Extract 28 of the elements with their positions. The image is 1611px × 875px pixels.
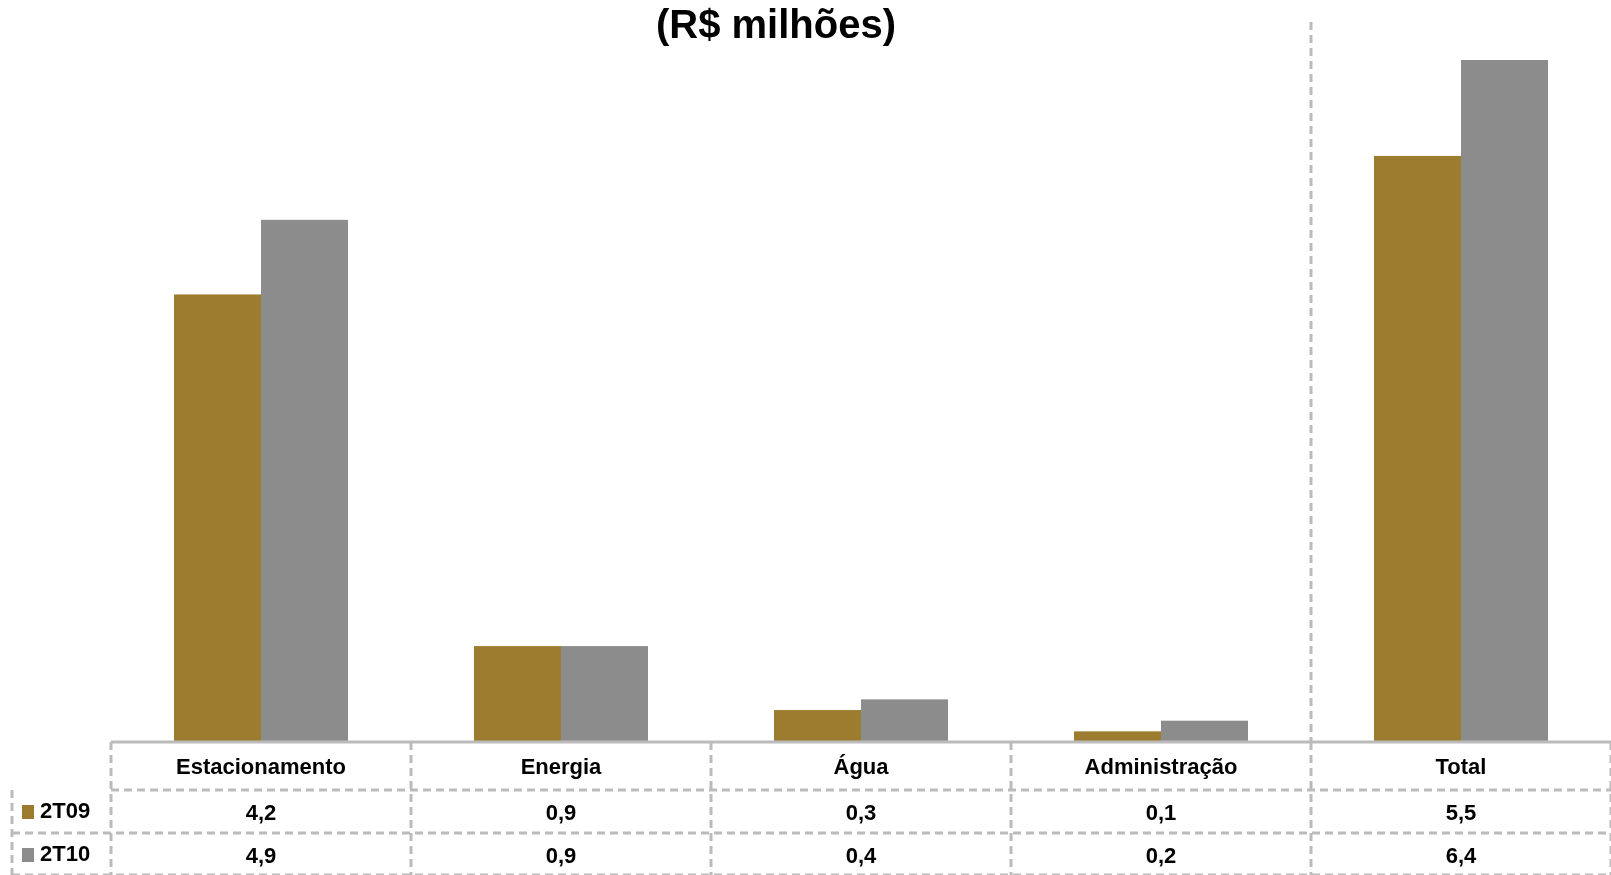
- x-tick-label: Energia: [520, 754, 603, 779]
- data-label: 0,3: [845, 800, 877, 825]
- data-label: 0,9: [545, 843, 577, 868]
- bar: [474, 646, 561, 742]
- legend-label: 2T10: [40, 841, 91, 866]
- data-label: 4,9: [245, 843, 277, 868]
- bar: [1461, 60, 1548, 742]
- bar: [861, 699, 948, 742]
- x-tick-label: Total: [1435, 754, 1487, 779]
- data-label: 4,2: [245, 800, 277, 825]
- data-label: 6,4: [1445, 843, 1478, 868]
- legend-label: 2T09: [40, 798, 91, 823]
- data-label: 0,2: [1145, 843, 1177, 868]
- bar: [1074, 731, 1161, 742]
- data-label: 5,5: [1445, 800, 1477, 825]
- bar: [174, 294, 261, 742]
- bar: [261, 219, 348, 742]
- chart-title: (R$ milhões): [655, 2, 897, 46]
- bar: [1161, 720, 1248, 742]
- x-tick-label: Estacionamento: [176, 754, 346, 779]
- bar: [774, 710, 861, 742]
- x-tick-label: Água: [833, 754, 890, 779]
- x-tick-label: Administração: [1084, 754, 1238, 779]
- data-label: 0,1: [1145, 800, 1177, 825]
- bar: [561, 646, 648, 742]
- data-label: 0,4: [845, 843, 878, 868]
- data-label: 0,9: [545, 800, 577, 825]
- bar: [1374, 155, 1461, 742]
